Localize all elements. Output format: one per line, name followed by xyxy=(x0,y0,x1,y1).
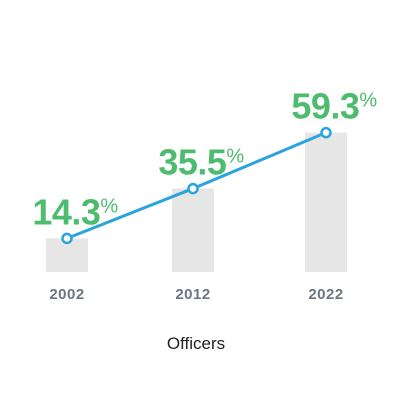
data-label-2022: 59.3% xyxy=(291,86,377,127)
data-label-2012: 35.5% xyxy=(158,142,244,183)
data-label-2002: 14.3% xyxy=(32,191,118,232)
x-tick-2002: 2002 xyxy=(49,286,84,303)
x-tick-2012: 2012 xyxy=(175,286,210,303)
marker-2002 xyxy=(61,232,73,245)
marker-2022 xyxy=(320,126,332,139)
bars-group xyxy=(46,132,347,272)
data-labels-group: 14.3% 35.5% 59.3% xyxy=(32,86,378,233)
bar-2012 xyxy=(172,188,214,272)
bar-2022 xyxy=(305,132,347,272)
markers-group xyxy=(61,126,332,245)
x-axis-label: Officers xyxy=(167,334,225,353)
marker-2012 xyxy=(187,182,199,195)
x-tick-2022: 2022 xyxy=(308,286,343,303)
x-tick-labels-group: 2002 2012 2022 xyxy=(49,286,343,303)
